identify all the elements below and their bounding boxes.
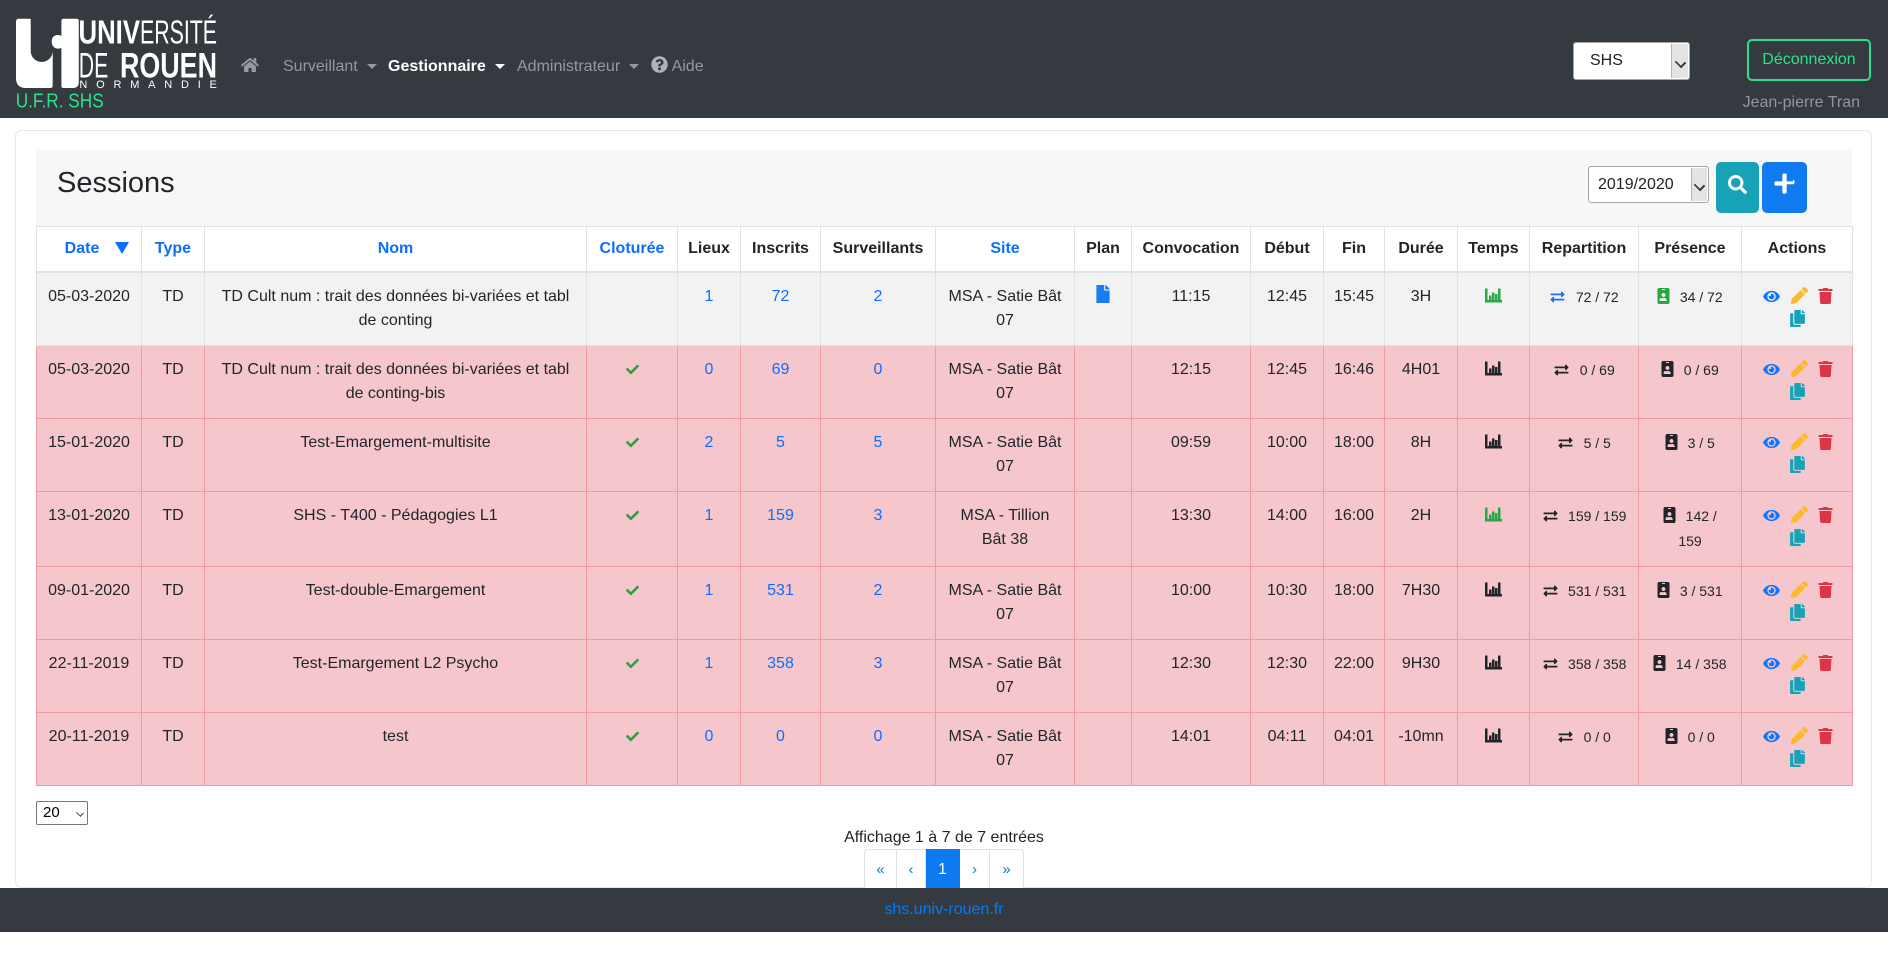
svg-text:DE: DE [79, 46, 109, 85]
svg-text:NORMANDIE: NORMANDIE [79, 79, 217, 91]
svg-text:ERSITÉ: ERSITÉ [140, 14, 217, 51]
svg-text:UNIV: UNIV [79, 14, 141, 51]
svg-text:U.F.R. SHS: U.F.R. SHS [16, 91, 104, 113]
svg-text:ROUEN: ROUEN [120, 46, 217, 85]
